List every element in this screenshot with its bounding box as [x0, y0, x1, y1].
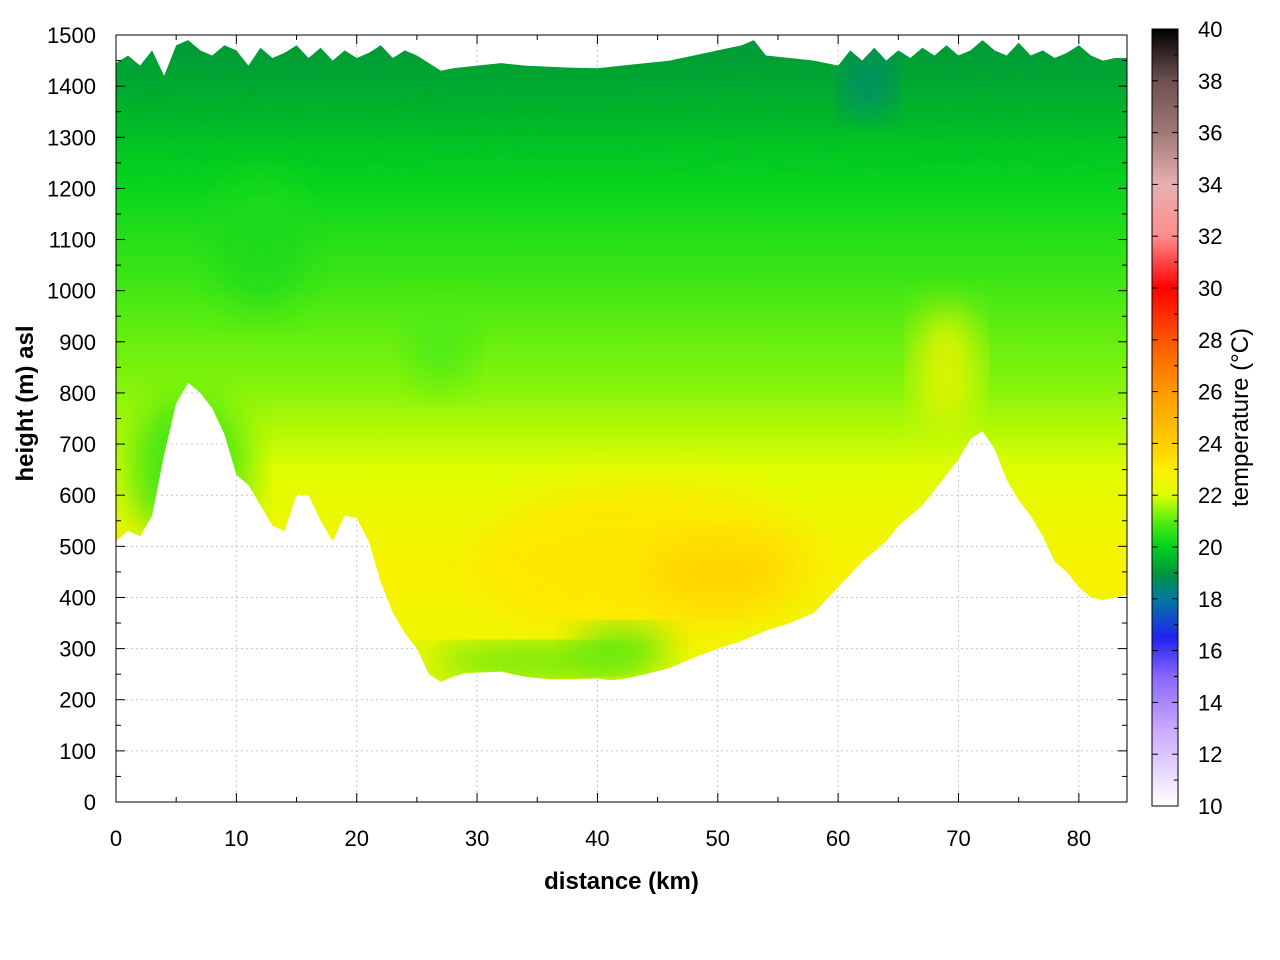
y-tick-label-13: 1300 — [47, 125, 96, 150]
colorbar: 10 12 14 16 18 20 22 24 26 28 30 32 34 36 38 40 tempera… — [1151, 17, 1254, 819]
y-tick-label-10: 1000 — [47, 279, 96, 304]
y-tick-label-0: 0 — [84, 790, 96, 815]
y-tick-label-4: 400 — [59, 585, 96, 610]
y-tick-label-12: 1200 — [47, 176, 96, 201]
x-tick-label-6: 60 — [826, 826, 850, 851]
y-tick-label-2: 200 — [59, 688, 96, 713]
y-tick-label-8: 800 — [59, 381, 96, 406]
y-tick-label-7: 700 — [59, 432, 96, 457]
colorbar-tick-label-2: 14 — [1198, 690, 1222, 715]
x-tick-label-3: 30 — [465, 826, 489, 851]
temperature-field — [116, 40, 1127, 682]
anomaly-blob-2 — [645, 536, 790, 608]
colorbar-title: temperature (°C) — [1227, 328, 1254, 507]
x-tick-label-8: 80 — [1067, 826, 1091, 851]
contour-band-1 — [116, 71, 1127, 120]
colorbar-tick-label-13: 36 — [1198, 121, 1222, 146]
colorbar-tick-label-0: 10 — [1198, 794, 1222, 819]
contour-band-3 — [116, 112, 1127, 161]
colorbar-ticks: 10 12 14 16 18 20 22 24 26 28 30 32 34 36 38 40 — [1152, 17, 1222, 819]
y-tick-label-11: 1100 — [49, 228, 96, 253]
colorbar-tick-label-12: 34 — [1198, 172, 1222, 197]
y-tick-label-14: 1400 — [47, 74, 96, 99]
colorbar-tick-label-8: 26 — [1198, 380, 1222, 405]
contour-band-4 — [116, 133, 1127, 181]
colorbar-tick-label-14: 38 — [1198, 69, 1222, 94]
y-tick-label-5: 500 — [59, 534, 96, 559]
colorbar-tick-label-7: 24 — [1198, 431, 1222, 456]
temperature-field-anomalies — [128, 55, 977, 677]
y-tick-label-6: 600 — [59, 483, 96, 508]
anomaly-blob-7 — [212, 173, 309, 307]
x-tick-label-2: 20 — [344, 826, 368, 851]
x-axis: 0 10 20 30 40 50 60 70 80 — [110, 35, 1091, 851]
x-axis-title: distance (km) — [544, 868, 699, 895]
y-tick-label-9: 900 — [59, 330, 96, 355]
colorbar-tick-label-9: 28 — [1198, 328, 1222, 353]
contour-band-5 — [116, 158, 1127, 207]
anomaly-blob-8 — [410, 295, 472, 388]
y-tick-label-1: 100 — [59, 739, 96, 764]
colorbar-tick-label-6: 22 — [1198, 483, 1222, 508]
y-axis: 0 100 200 300 400 500 600 700 800 900 1000 1100 1200… — [47, 23, 1127, 815]
temperature-field-contour-bands — [116, 51, 1127, 207]
contour-band-0 — [116, 51, 1127, 99]
x-tick-label-4: 40 — [585, 826, 609, 851]
y-tick-label-3: 300 — [59, 637, 96, 662]
colorbar-tick-label-1: 12 — [1198, 742, 1222, 767]
anomaly-blob-0 — [128, 398, 249, 542]
colorbar-tick-label-4: 18 — [1198, 587, 1222, 612]
x-tick-label-5: 50 — [706, 826, 730, 851]
colorbar-gradient — [1151, 28, 1179, 807]
y-tick-label-15: 1500 — [47, 23, 96, 48]
y-axis-title: height (m) asl — [12, 325, 39, 481]
colorbar-tick-label-5: 20 — [1198, 535, 1222, 560]
colorbar-tick-label-11: 32 — [1198, 224, 1222, 249]
x-tick-label-7: 70 — [946, 826, 970, 851]
anomaly-blob-5 — [573, 628, 670, 670]
contour-band-2 — [116, 92, 1127, 140]
anomaly-blob-3 — [916, 306, 977, 429]
colorbar-tick-label-3: 16 — [1198, 639, 1222, 664]
x-tick-label-0: 0 — [110, 826, 122, 851]
x-tick-label-1: 10 — [224, 826, 248, 851]
colorbar-tick-label-10: 30 — [1198, 276, 1222, 301]
colorbar-tick-label-15: 40 — [1198, 17, 1222, 42]
